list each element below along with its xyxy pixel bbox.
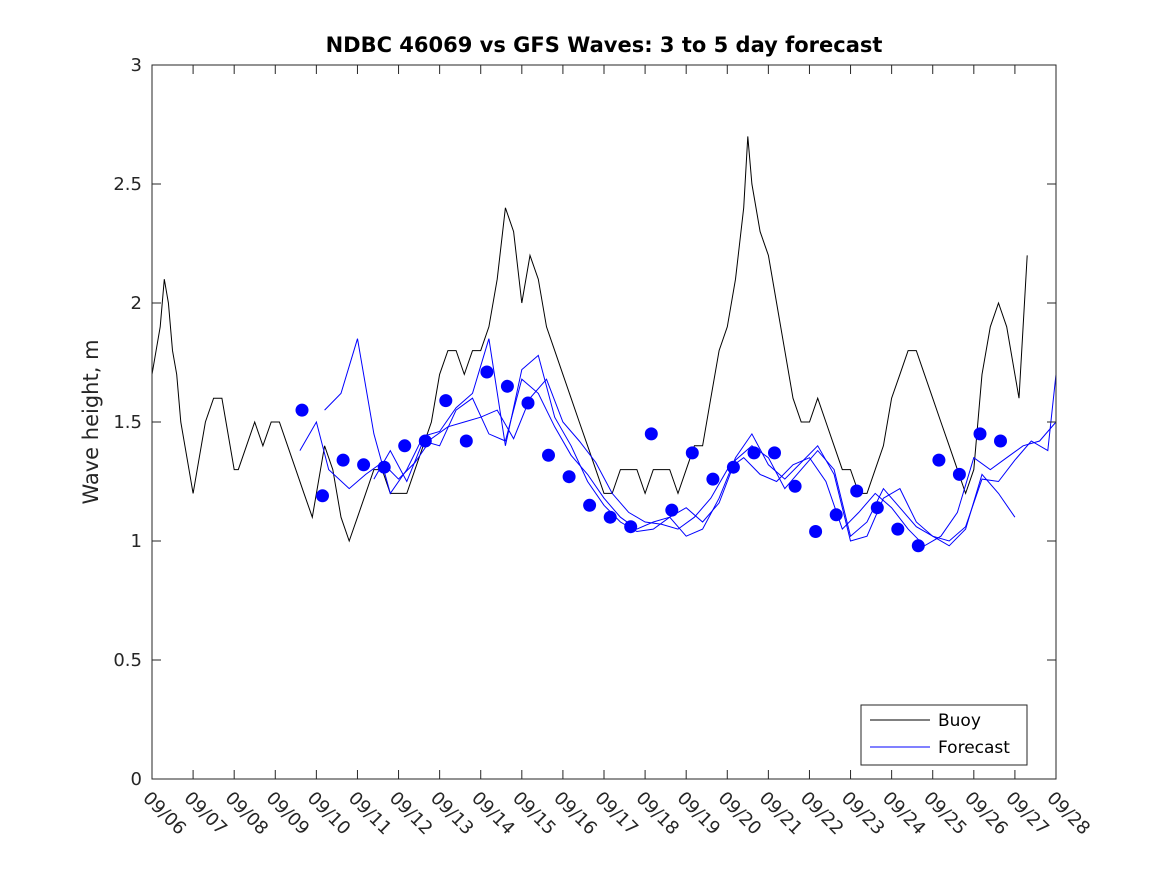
x-tick-label: 09/25 (919, 788, 971, 840)
x-tick-label: 09/06 (138, 788, 190, 840)
forecast-marker (542, 448, 555, 462)
y-tick-label: 1 (131, 531, 142, 552)
x-tick-label: 09/17 (590, 788, 642, 840)
x-tick-label: 09/15 (508, 788, 560, 840)
forecast-marker (418, 434, 432, 448)
x-tick-label: 09/13 (426, 788, 478, 840)
forecast-marker (336, 453, 350, 467)
y-tick-label: 1.5 (113, 412, 142, 433)
chart-title: NDBC 46069 vs GFS Waves: 3 to 5 day fore… (326, 33, 883, 57)
forecast-marker (665, 503, 679, 517)
y-tick-label: 0.5 (113, 650, 142, 671)
forecast-marker (973, 427, 987, 441)
forecast-marker (726, 460, 740, 474)
x-tick-label: 09/10 (303, 788, 355, 840)
forecast-marker (829, 508, 843, 522)
legend-forecast-label: Forecast (938, 738, 1010, 758)
x-tick-label: 09/09 (262, 788, 314, 840)
x-tick-label: 09/14 (467, 788, 519, 840)
y-tick-label: 0 (131, 769, 142, 790)
forecast-marker (583, 498, 597, 512)
forecast-marker (480, 365, 494, 379)
x-tick-label: 09/12 (385, 788, 437, 840)
x-tick-label: 09/28 (1042, 788, 1094, 840)
forecast-marker (788, 479, 802, 493)
x-tick-label: 09/08 (221, 788, 273, 840)
forecast-marker (644, 427, 658, 441)
x-tick-label: 09/23 (837, 788, 889, 840)
forecast-marker (500, 379, 514, 393)
forecast-marker (459, 434, 473, 448)
forecast-marker (521, 396, 535, 410)
forecast-marker (377, 460, 391, 474)
legend-box (860, 704, 1028, 766)
x-tick-label: 09/19 (673, 788, 725, 840)
forecast-marker (398, 439, 412, 453)
forecast-marker (891, 522, 905, 536)
y-tick-label: 3 (131, 55, 142, 76)
forecast-marker (747, 446, 761, 460)
forecast-marker (624, 520, 638, 534)
x-tick-label: 09/07 (180, 788, 232, 840)
forecast-marker (685, 446, 699, 460)
plot-background (152, 65, 1056, 779)
forecast-marker (603, 510, 617, 524)
x-tick-label: 09/22 (796, 788, 848, 840)
forecast-marker (357, 458, 371, 472)
forecast-line-3 (373, 374, 1057, 542)
forecast-marker (768, 446, 781, 460)
forecast-marker (911, 539, 925, 553)
forecast-marker (952, 467, 966, 481)
forecast-marker (439, 394, 453, 408)
legend: Buoy Forecast (860, 704, 1028, 766)
forecast-marker (316, 489, 329, 503)
forecast-marker (562, 470, 576, 484)
legend-buoy-label: Buoy (938, 711, 981, 731)
forecast-marker (932, 453, 946, 467)
forecast-marker (850, 484, 864, 498)
x-tick-label: 09/11 (344, 788, 396, 840)
x-tick-label: 09/21 (755, 788, 807, 840)
x-tick-label: 09/16 (549, 788, 601, 840)
forecast-marker (809, 525, 823, 538)
forecast-marker (994, 434, 1007, 448)
x-tick-label: 09/20 (714, 788, 766, 840)
x-tick-label: 09/18 (632, 788, 684, 840)
forecast-marker (870, 501, 884, 515)
forecast-marker (295, 403, 309, 417)
series-layer (151, 136, 1057, 553)
y-tick-label: 2 (131, 293, 142, 314)
x-tick-label: 09/26 (960, 788, 1012, 840)
y-tick-label: 2.5 (113, 174, 142, 195)
x-tick-label: 09/24 (878, 788, 930, 840)
x-tick-label: 09/27 (1001, 788, 1053, 840)
buoy-series-line (151, 136, 1028, 543)
y-axis-label: Wave height, m (79, 339, 103, 504)
plot-area (152, 65, 1056, 779)
forecast-marker (706, 472, 720, 486)
